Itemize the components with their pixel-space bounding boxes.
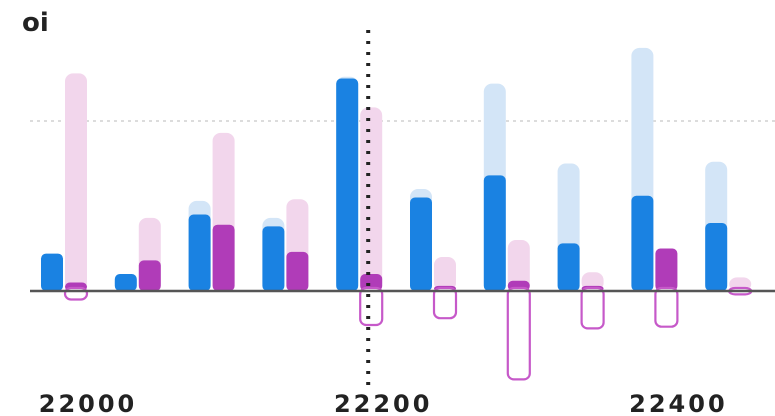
put-oi-bar (286, 251, 309, 291)
x-tick-label: 22400 (629, 390, 728, 416)
put-oi-bar (212, 224, 235, 291)
call-oi-bar (41, 253, 63, 291)
call-oi-bar (631, 195, 654, 291)
put-change-bar (506, 286, 531, 381)
call-oi-bar (557, 243, 580, 291)
put-prev-bar (360, 107, 383, 292)
call-oi-bar (336, 78, 359, 291)
put-change-bar (359, 286, 384, 327)
call-oi-bar (262, 226, 285, 291)
put-prev-bar (434, 257, 456, 291)
chart-title: oi (22, 8, 49, 38)
call-oi-bar (114, 274, 137, 291)
call-oi-bar (483, 175, 506, 291)
call-oi-bar (188, 214, 211, 291)
x-tick-label: 22200 (334, 390, 433, 416)
put-prev-bar (65, 73, 87, 292)
call-oi-bar (705, 223, 728, 291)
x-tick-label: 22000 (39, 390, 138, 416)
put-prev-bar (507, 240, 530, 291)
put-oi-bar (360, 274, 383, 291)
put-change-bar (580, 286, 605, 330)
put-change-bar (654, 286, 679, 328)
put-change-bar (63, 286, 89, 301)
put-oi-bar (138, 260, 161, 291)
put-change-bar (432, 286, 458, 320)
put-oi-bar (655, 248, 678, 291)
call-oi-bar (410, 197, 432, 291)
